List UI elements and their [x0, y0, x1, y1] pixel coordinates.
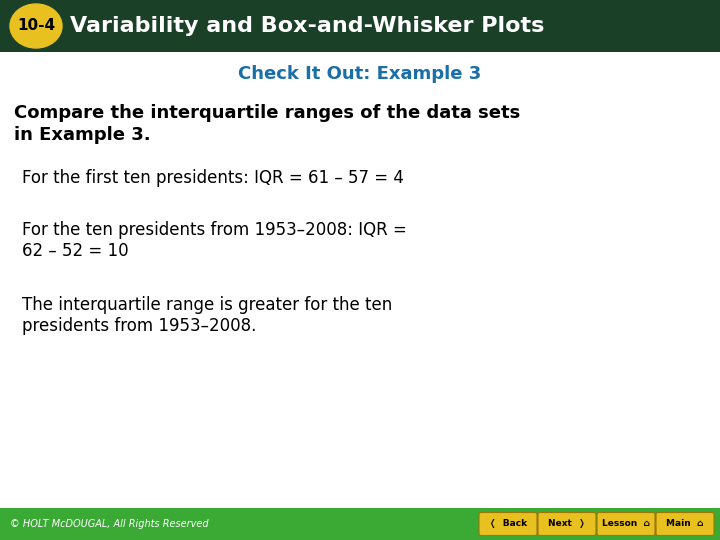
- Text: presidents from 1953–2008.: presidents from 1953–2008.: [22, 317, 256, 335]
- Text: The interquartile range is greater for the ten: The interquartile range is greater for t…: [22, 296, 392, 314]
- Text: Compare the interquartile ranges of the data sets: Compare the interquartile ranges of the …: [14, 104, 521, 122]
- Bar: [0, 0, 720, 52]
- Text: Variability and Box-and-Whisker Plots: Variability and Box-and-Whisker Plots: [70, 16, 544, 36]
- Text: For the ten presidents from 1953–2008: IQR =: For the ten presidents from 1953–2008: I…: [22, 221, 407, 239]
- Bar: [0, 508, 720, 540]
- Ellipse shape: [10, 4, 62, 48]
- Text: Main  ⌂: Main ⌂: [666, 519, 703, 529]
- FancyBboxPatch shape: [538, 512, 596, 536]
- Text: ❬  Back: ❬ Back: [489, 519, 527, 529]
- FancyBboxPatch shape: [656, 512, 714, 536]
- Text: © HOLT McDOUGAL, All Rights Reserved: © HOLT McDOUGAL, All Rights Reserved: [10, 519, 209, 529]
- Text: Lesson  ⌂: Lesson ⌂: [602, 519, 650, 529]
- FancyBboxPatch shape: [479, 512, 537, 536]
- Text: Next  ❭: Next ❭: [548, 519, 586, 529]
- Text: For the first ten presidents: IQR = 61 – 57 = 4: For the first ten presidents: IQR = 61 –…: [22, 169, 404, 187]
- Text: in Example 3.: in Example 3.: [14, 126, 150, 144]
- Text: 62 – 52 = 10: 62 – 52 = 10: [22, 242, 129, 260]
- Text: Check It Out: Example 3: Check It Out: Example 3: [238, 65, 482, 83]
- FancyBboxPatch shape: [597, 512, 655, 536]
- Text: 10-4: 10-4: [17, 18, 55, 33]
